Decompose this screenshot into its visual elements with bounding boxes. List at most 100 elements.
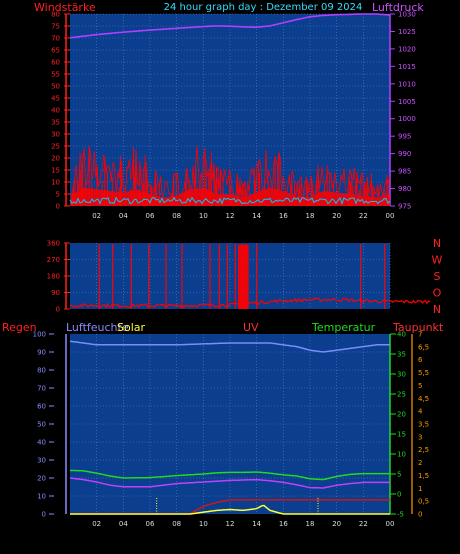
rain-tick-label: 0: [418, 511, 422, 519]
wind-tick-label: 0: [56, 203, 60, 211]
wind-tick-label: 65: [51, 47, 60, 55]
temperature-tick-label: 10: [397, 451, 406, 459]
direction-tick-label: 90: [51, 289, 60, 297]
wind-tick-label: 5: [56, 191, 60, 199]
pressure-tick-label: 1005: [398, 98, 416, 106]
pressure-tick-label: 1010: [398, 80, 416, 88]
x-tick-label: 16: [279, 520, 288, 528]
wind-tick-label: 40: [51, 107, 60, 115]
humidity-tick-label: 30: [37, 457, 46, 465]
x-tick-label: 14: [252, 520, 261, 528]
rain-tick-label: 3: [418, 433, 422, 441]
temperature-tick-label: 20: [397, 411, 406, 419]
x-tick-label: 22: [359, 520, 368, 528]
rain-tick-label: 6: [418, 356, 423, 364]
x-tick-label: 16: [279, 212, 288, 220]
compass-label: N: [433, 303, 441, 316]
pressure-tick-label: 985: [398, 168, 411, 176]
x-tick-label: 18: [306, 520, 315, 528]
rain-tick-label: 3,5: [418, 421, 429, 429]
rain-tick-label: 2,5: [418, 446, 429, 454]
wind-tick-label: 75: [51, 23, 60, 31]
x-tick-label: 04: [119, 212, 128, 220]
direction-tick-label: 360: [47, 240, 60, 248]
humidity-tick-label: 0: [42, 511, 46, 519]
humidity-tick-label: 60: [37, 403, 46, 411]
temperature-tick-label: 15: [397, 431, 406, 439]
x-tick-label: 20: [332, 212, 341, 220]
x-tick-label: 02: [92, 520, 101, 528]
x-tick-label: 06: [146, 212, 155, 220]
compass-label: W: [432, 254, 443, 267]
x-tick-label: 12: [226, 212, 235, 220]
x-tick-label: 10: [199, 212, 208, 220]
dewpoint-line: [69, 477, 390, 489]
temperature-tick-label: 5: [397, 471, 401, 479]
wind-speed-area: [70, 187, 390, 206]
temperature-tick-label: 25: [397, 391, 406, 399]
pressure-tick-label: 1000: [398, 115, 416, 123]
humidity-line: [69, 340, 390, 353]
wind-tick-label: 25: [51, 143, 60, 151]
x-tick-label: 00: [386, 212, 395, 220]
wind-pressure-panel: 8075706560555045403530252015105010301025…: [51, 11, 416, 221]
pressure-tick-label: 995: [398, 133, 411, 141]
pressure-axis-title: Luftdruck: [372, 1, 424, 14]
rain-tick-label: 7: [418, 331, 422, 339]
temperature-tick-label: 30: [397, 371, 406, 379]
rain-tick-label: 1: [418, 485, 422, 493]
wind-tick-label: 50: [51, 83, 60, 91]
x-tick-label: 08: [172, 212, 181, 220]
rain-tick-label: 4: [418, 408, 423, 416]
pressure-tick-label: 980: [398, 185, 411, 193]
wind-tick-label: 80: [51, 11, 60, 19]
rain-tick-label: 6,5: [418, 343, 429, 351]
compass-label: S: [434, 270, 441, 283]
x-tick-label: 08: [172, 520, 181, 528]
pressure-tick-label: 1025: [398, 28, 416, 36]
wind-tick-label: 30: [51, 131, 60, 139]
humidity-tick-label: 100: [33, 331, 46, 339]
x-tick-label: 20: [332, 520, 341, 528]
x-tick-label: 04: [119, 520, 128, 528]
wind-tick-label: 60: [51, 59, 60, 67]
wind-tick-label: 55: [51, 71, 60, 79]
rain-label: Regen: [2, 321, 37, 334]
wind-tick-label: 35: [51, 119, 60, 127]
x-tick-label: 06: [146, 520, 155, 528]
rain-tick-label: 2: [418, 459, 422, 467]
chart-title: 24 hour graph day : Dezember 09 2024: [164, 2, 363, 13]
x-tick-label: 12: [226, 520, 235, 528]
x-tick-label: 22: [359, 212, 368, 220]
wind-tick-label: 45: [51, 95, 60, 103]
humidity-tick-label: 20: [37, 475, 46, 483]
uv-label: UV: [243, 321, 259, 334]
direction-tick-label: 180: [47, 273, 60, 281]
compass-label: O: [433, 287, 442, 300]
rain-tick-label: 0,5: [418, 498, 429, 506]
wind-gust-line: [70, 145, 390, 200]
temperature-line: [69, 469, 390, 481]
wind-tick-label: 20: [51, 155, 60, 163]
humidity-tick-label: 50: [37, 421, 46, 429]
pressure-tick-label: 1030: [398, 11, 416, 19]
dewpoint-label: Taupunkt: [392, 321, 444, 334]
wind-tick-label: 15: [51, 167, 60, 175]
temperature-tick-label: -5: [397, 511, 404, 519]
direction-tick-label: 0: [56, 306, 60, 314]
solar-line: [70, 504, 390, 515]
direction-wrap-block: [238, 244, 249, 309]
compass-label: N: [433, 237, 441, 250]
temperature-tick-label: 40: [397, 331, 406, 339]
x-tick-label: 02: [92, 212, 101, 220]
temperature-tick-label: 35: [397, 351, 406, 359]
x-tick-label: 00: [386, 520, 395, 528]
humidity-tick-label: 90: [37, 349, 46, 357]
solar-label: Solar: [117, 321, 146, 334]
x-tick-label: 18: [306, 212, 315, 220]
humidity-temperature-panel: 10090807060504030201004035302520151050-5…: [33, 331, 430, 529]
pressure-line: [69, 13, 391, 39]
pressure-tick-label: 1015: [398, 63, 416, 71]
rain-tick-label: 1,5: [418, 472, 429, 480]
